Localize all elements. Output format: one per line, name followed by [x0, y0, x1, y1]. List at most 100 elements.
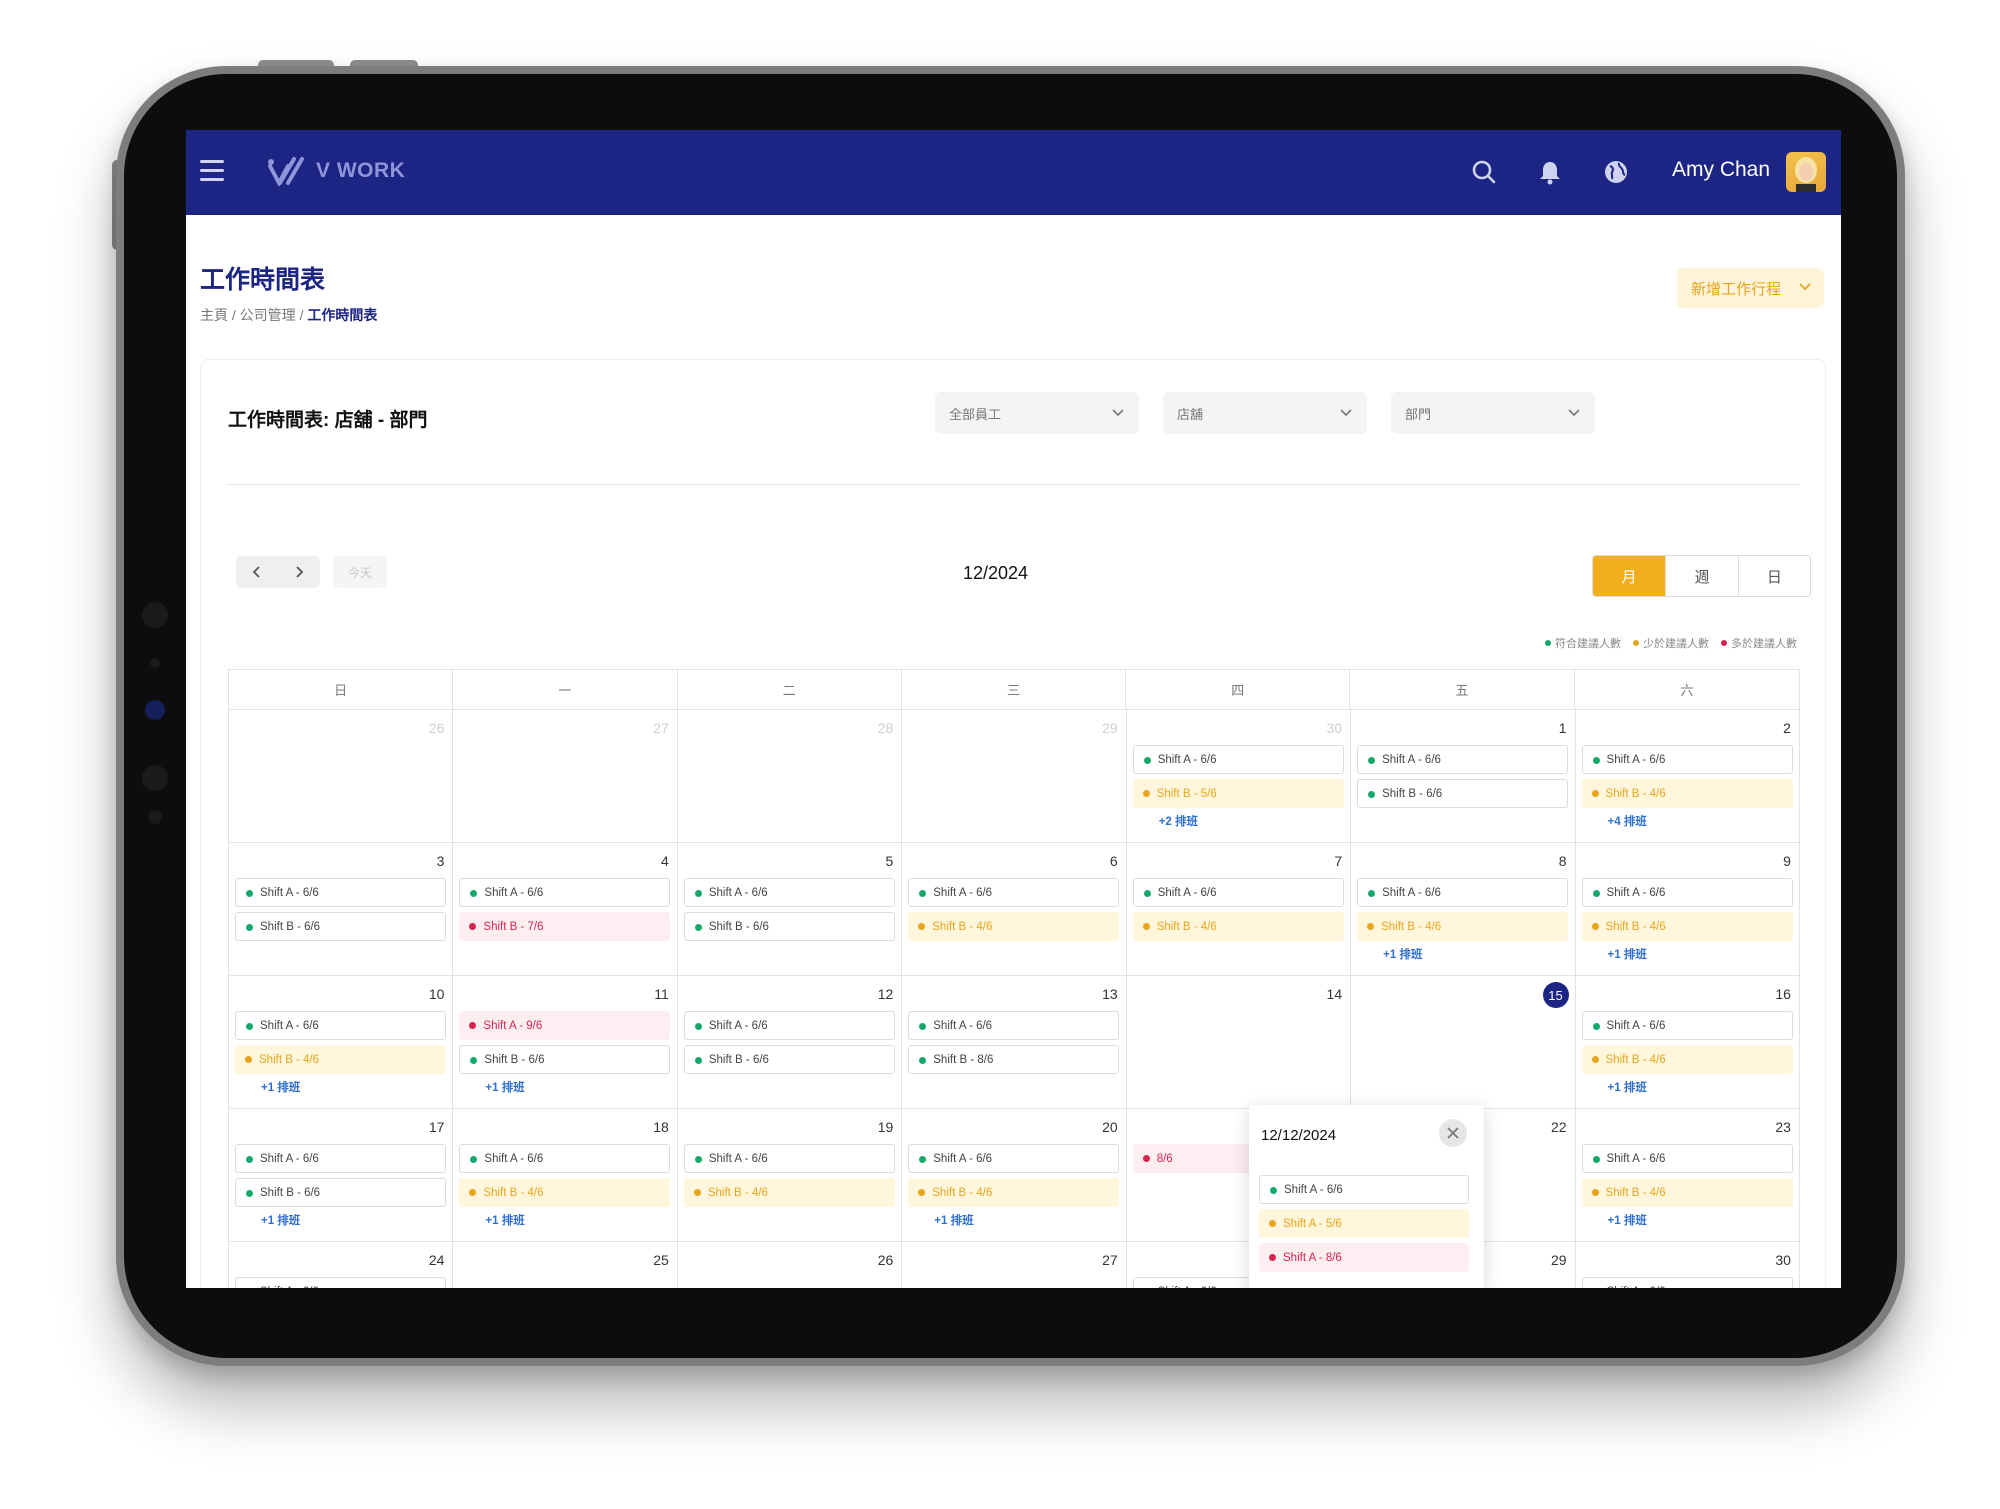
shift-item[interactable]: Shift A - 6/6 [1132, 745, 1344, 774]
calendar-day[interactable]: 20 Shift A - 6/6 Shift B - 4/6 +1 排班 [902, 1109, 1127, 1242]
more-shifts-link[interactable]: +1 排班 [1383, 949, 1423, 961]
shift-item[interactable]: Shift B - 4/6 [459, 1178, 671, 1207]
shift-item[interactable]: Shift B - 4/6 [1581, 779, 1793, 808]
more-shifts-link[interactable]: +1 排班 [261, 1082, 301, 1094]
shift-item[interactable]: Shift A - 6/6 [1581, 1144, 1793, 1173]
user-name[interactable]: Amy Chan [1672, 158, 1771, 181]
prev-month-button[interactable] [236, 556, 278, 588]
shift-item[interactable]: Shift A - 6/6 [1132, 878, 1344, 907]
shift-item[interactable]: Shift B - 4/6 [1132, 912, 1344, 941]
menu-icon[interactable] [200, 160, 224, 182]
shift-item[interactable]: Shift B - 6/6 [683, 912, 895, 941]
shift-item[interactable]: Shift B - 6/6 [459, 1045, 671, 1074]
popover-close-button[interactable] [1439, 1119, 1467, 1147]
more-shifts-link[interactable]: +1 排班 [1607, 1215, 1647, 1227]
shift-item[interactable]: Shift A - 6/6 [1357, 878, 1569, 907]
shift-item[interactable]: Shift B - 7/6 [459, 912, 671, 941]
calendar-day[interactable]: 5 Shift A - 6/6 Shift B - 6/6 [678, 843, 903, 976]
calendar-day[interactable]: 26 [678, 1242, 903, 1288]
shift-item[interactable]: Shift B - 4/6 [908, 1178, 1120, 1207]
calendar-day[interactable]: 11 Shift A - 9/6 Shift B - 6/6 +1 排班 [453, 976, 678, 1109]
calendar-day[interactable]: 17 Shift A - 6/6 Shift B - 6/6 +1 排班 [229, 1109, 454, 1242]
popover-shift[interactable]: Shift A - 6/6 [1259, 1175, 1469, 1204]
calendar-day[interactable]: 29 [902, 710, 1127, 843]
breadcrumb-company[interactable]: 公司管理 [239, 307, 296, 323]
shift-item[interactable]: Shift B - 4/6 [235, 1045, 446, 1074]
shift-item[interactable]: Shift A - 6/6 [1581, 878, 1793, 907]
shift-item[interactable]: Shift B - 6/6 [235, 912, 446, 941]
globe-icon[interactable] [1602, 158, 1630, 186]
more-shifts-link[interactable]: +4 排班 [1607, 816, 1647, 828]
shift-item[interactable]: Shift B - 5/6 [1132, 779, 1344, 808]
calendar-day[interactable]: 27 [902, 1242, 1127, 1288]
more-shifts-link[interactable]: +2 排班 [1158, 816, 1198, 828]
store-filter[interactable]: 店舖 [1163, 392, 1367, 434]
calendar-day[interactable]: 30 Shift A - 6/6 Shift B - 5/6 +2 排班 [1127, 710, 1352, 843]
calendar-day[interactable]: 2 Shift A - 6/6 Shift B - 4/6 +4 排班 [1576, 710, 1800, 843]
shift-item[interactable]: Shift A - 6/6 [683, 1011, 895, 1040]
calendar-day[interactable]: 22 [1351, 1109, 1576, 1242]
shift-item[interactable]: Shift A - 6/6 [235, 878, 446, 907]
calendar-day[interactable]: 9 Shift A - 6/6 Shift B - 4/6 +1 排班 [1576, 843, 1800, 976]
shift-item[interactable]: Shift B - 4/6 [683, 1178, 895, 1207]
shift-item[interactable]: Shift B - 4/6 [1581, 1178, 1793, 1207]
calendar-day[interactable]: 15 [1351, 976, 1576, 1109]
calendar-day[interactable]: 10 Shift A - 6/6 Shift B - 4/6 +1 排班 [229, 976, 454, 1109]
view-day-button[interactable]: 日 [1737, 556, 1810, 596]
shift-item[interactable]: Shift A - 6/6 [1581, 745, 1793, 774]
shift-item[interactable]: Shift A - 9/6 [459, 1011, 671, 1040]
avatar[interactable] [1786, 152, 1826, 192]
calendar-day[interactable]: 1 Shift A - 6/6 Shift B - 6/6 [1351, 710, 1576, 843]
view-week-button[interactable]: 週 [1665, 556, 1737, 596]
shift-item[interactable]: Shift A - 6/6 [908, 878, 1120, 907]
shift-item[interactable]: Shift B - 4/6 [908, 912, 1120, 941]
more-shifts-link[interactable]: +1 排班 [485, 1215, 525, 1227]
popover-shift[interactable]: Shift A - 5/6 [1259, 1209, 1469, 1238]
more-shifts-link[interactable]: +1 排班 [1607, 949, 1647, 961]
shift-item[interactable]: Shift A - 6/6 [683, 878, 895, 907]
more-shifts-link[interactable]: +1 排班 [934, 1215, 974, 1227]
app-logo[interactable]: V WORK [266, 156, 405, 186]
calendar-day[interactable]: 28 [678, 710, 903, 843]
breadcrumb-home[interactable]: 主頁 [200, 307, 228, 323]
bell-icon[interactable] [1536, 158, 1564, 186]
shift-item[interactable]: Shift A - 6/6 [459, 878, 671, 907]
calendar-day[interactable]: 12 Shift A - 6/6 Shift B - 6/6 [678, 976, 903, 1109]
shift-item[interactable]: Shift A - 6/6 [908, 1144, 1120, 1173]
shift-item[interactable]: Shift A - 6/6 [1357, 745, 1569, 774]
calendar-day[interactable]: 3 Shift A - 6/6 Shift B - 6/6 [229, 843, 454, 976]
shift-item[interactable]: Shift B - 8/6 [908, 1045, 1120, 1074]
calendar-day[interactable]: 24 Shift A - 6/6 [229, 1242, 454, 1288]
calendar-day[interactable]: 30 Shift A - 6/6 [1576, 1242, 1800, 1288]
shift-item[interactable]: Shift B - 4/6 [1581, 912, 1793, 941]
search-icon[interactable] [1470, 158, 1498, 186]
more-shifts-link[interactable]: +1 排班 [1607, 1082, 1647, 1094]
calendar-day[interactable]: 8 Shift A - 6/6 Shift B - 4/6 +1 排班 [1351, 843, 1576, 976]
shift-item[interactable]: Shift A - 6/6 [683, 1144, 895, 1173]
calendar-day[interactable]: 16 Shift A - 6/6 Shift B - 4/6 +1 排班 [1576, 976, 1800, 1109]
shift-item[interactable]: Shift A - 6/6 [235, 1011, 446, 1040]
calendar-day[interactable]: 13 Shift A - 6/6 Shift B - 8/6 [902, 976, 1127, 1109]
shift-item[interactable]: Shift A - 6/6 [908, 1011, 1120, 1040]
shift-item[interactable]: Shift B - 4/6 [1357, 912, 1569, 941]
shift-item[interactable]: Shift B - 6/6 [1357, 779, 1569, 808]
shift-item[interactable]: Shift A - 6/6 [1581, 1277, 1793, 1288]
calendar-day[interactable]: 29 [1351, 1242, 1576, 1288]
calendar-day[interactable]: 26 [229, 710, 454, 843]
next-month-button[interactable] [278, 556, 320, 588]
shift-item[interactable]: Shift A - 6/6 [1581, 1011, 1793, 1040]
calendar-day[interactable]: 14 [1127, 976, 1352, 1109]
employee-filter[interactable]: 全部員工 [935, 392, 1139, 434]
calendar-day[interactable]: 23 Shift A - 6/6 Shift B - 4/6 +1 排班 [1576, 1109, 1800, 1242]
add-schedule-button[interactable]: 新增工作行程 [1677, 268, 1824, 308]
calendar-day[interactable]: 6 Shift A - 6/6 Shift B - 4/6 [902, 843, 1127, 976]
calendar-day[interactable]: 19 Shift A - 6/6 Shift B - 4/6 [678, 1109, 903, 1242]
shift-item[interactable]: Shift B - 4/6 [1581, 1045, 1793, 1074]
calendar-day[interactable]: 25 [453, 1242, 678, 1288]
shift-item[interactable]: Shift A - 6/6 [235, 1277, 446, 1288]
shift-item[interactable]: Shift A - 6/6 [459, 1144, 671, 1173]
view-month-button[interactable]: 月 [1593, 556, 1666, 596]
popover-shift[interactable]: Shift A - 8/6 [1259, 1243, 1469, 1272]
calendar-day[interactable]: 7 Shift A - 6/6 Shift B - 4/6 [1127, 843, 1352, 976]
shift-item[interactable]: Shift B - 6/6 [235, 1178, 446, 1207]
